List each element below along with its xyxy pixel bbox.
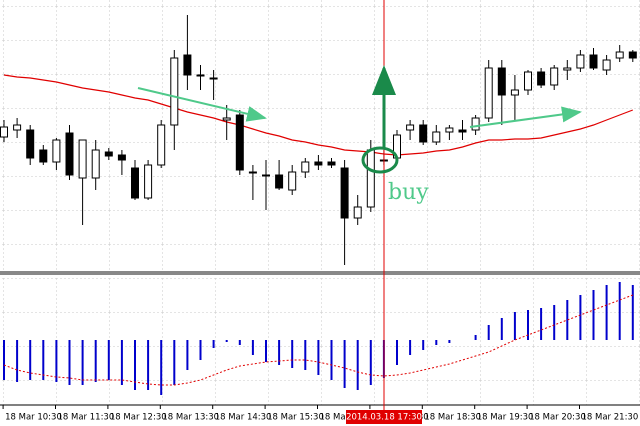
candle-body <box>65 132 74 176</box>
candle-body <box>314 161 323 166</box>
candle-body <box>550 67 559 86</box>
highlight-circle <box>361 146 399 174</box>
candle-body <box>406 124 415 131</box>
candle-body <box>576 54 585 69</box>
candle-body <box>340 167 349 219</box>
candle-body <box>327 161 336 166</box>
arrow <box>137 87 267 122</box>
signal-line <box>3 294 633 386</box>
x-tick-label: 18 Mar 14:30 <box>215 413 272 423</box>
candle-body <box>183 54 192 76</box>
x-tick-label: 18 Mar 19:30 <box>477 413 534 423</box>
x-tick-label: 18 Mar 21:30 <box>582 413 639 423</box>
crosshair-label: 2014.03.18 17:30 <box>346 413 422 423</box>
candle-body <box>615 51 624 59</box>
candle-body <box>78 139 87 179</box>
candle-body <box>222 117 231 121</box>
candle-body <box>537 71 546 86</box>
candle-body <box>144 164 153 199</box>
candle-body <box>458 129 467 133</box>
candle-body <box>52 139 61 163</box>
candle-body <box>432 131 441 143</box>
candle-body <box>104 151 113 157</box>
candle-body <box>628 51 637 59</box>
candle-body <box>91 149 100 179</box>
candle-body <box>366 149 375 208</box>
candle-body <box>563 67 572 71</box>
candle-body <box>26 129 35 159</box>
candle-body <box>445 127 454 133</box>
panel-separator <box>0 271 640 275</box>
arrow <box>469 106 582 128</box>
candle-body <box>39 149 48 163</box>
x-tick-label: 18 Mar 15:30 <box>267 413 324 423</box>
candle-body <box>131 167 139 199</box>
candle-body <box>275 174 284 189</box>
grid <box>0 0 640 270</box>
candle-body <box>209 77 218 80</box>
candle-body <box>157 124 166 166</box>
candle-body <box>117 154 126 161</box>
grid <box>0 278 640 405</box>
candle-body <box>13 124 22 131</box>
candle-body <box>288 171 297 191</box>
x-tick-label: 18 Mar 18:30 <box>424 413 481 423</box>
candle-body <box>235 114 244 171</box>
candle-body <box>510 89 519 96</box>
candle-body <box>484 67 493 119</box>
crosshair-label-box <box>346 410 422 424</box>
candle-body <box>301 161 310 173</box>
candle-body <box>170 57 179 126</box>
x-tick-label: 18 Mar 20:30 <box>529 413 586 423</box>
moving-average <box>3 74 634 156</box>
candle-body <box>471 117 480 131</box>
x-tick-label: 18 Mar 12:30 <box>110 413 167 423</box>
candle-body <box>419 124 428 143</box>
candle-body <box>589 54 598 69</box>
candle-body <box>497 67 506 96</box>
candle-body <box>353 206 362 219</box>
x-tick-label: 18 Mar 11:30 <box>58 413 115 423</box>
candle-body <box>262 174 270 177</box>
candle-body <box>524 71 532 91</box>
candle-body <box>602 59 611 71</box>
candle-body <box>248 171 257 174</box>
candle-body <box>196 74 205 77</box>
x-tick-label: 18 Mar 13:30 <box>162 413 219 423</box>
annotation: buy <box>388 180 429 205</box>
x-tick-label: 18 Mar 10:30 <box>5 413 62 423</box>
candle-body <box>0 126 8 138</box>
